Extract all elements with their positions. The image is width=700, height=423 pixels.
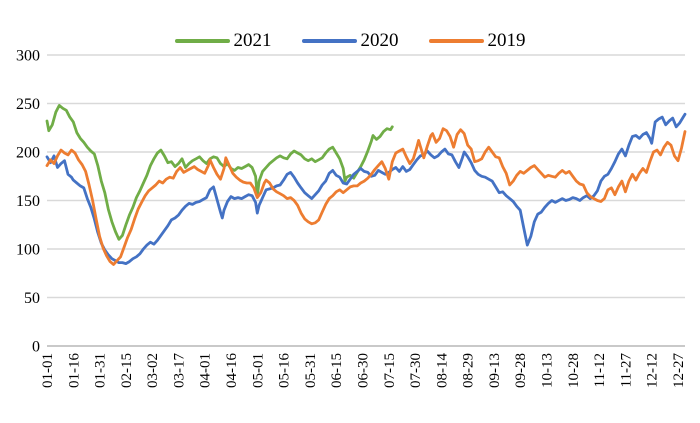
- x-axis-tick-label: 02-15: [119, 353, 135, 388]
- chart-legend: 2021 2020 2019: [0, 31, 700, 50]
- x-axis-tick-label: 10-13: [540, 353, 556, 388]
- legend-label: 2021: [233, 30, 272, 51]
- y-axis-tick-label: 0: [32, 339, 40, 356]
- x-axis-tick-label: 12-27: [671, 353, 687, 388]
- legend-item-2020: 2020: [301, 30, 399, 51]
- x-axis-tick-label: 04-01: [198, 353, 214, 388]
- series-line-2019: [45, 127, 687, 266]
- x-axis-tick-label: 05-01: [250, 353, 266, 388]
- x-axis-tick-label: 04-16: [224, 353, 240, 388]
- x-axis-tick-label: 11-12: [592, 353, 608, 387]
- x-axis-tick-label: 10-28: [566, 353, 582, 388]
- x-axis-tick-label: 01-31: [93, 353, 109, 388]
- y-axis-tick-label: 200: [16, 145, 40, 162]
- x-axis-tick-label: 08-14: [434, 353, 450, 388]
- legend-line-swatch: [428, 38, 484, 43]
- legend-label: 2019: [487, 30, 526, 51]
- series-line-2020: [45, 112, 687, 266]
- y-axis-tick-label: 150: [16, 193, 40, 210]
- y-axis-tick-label: 100: [16, 242, 40, 259]
- x-axis-tick-label: 09-28: [513, 353, 529, 388]
- x-axis-tick-label: 03-17: [171, 353, 187, 388]
- x-axis-tick-label: 07-30: [408, 353, 424, 388]
- legend-item-2021: 2021: [174, 30, 272, 51]
- y-axis-tick-label: 250: [16, 96, 40, 113]
- x-axis-tick-label: 12-12: [645, 353, 661, 388]
- x-axis-tick-label: 01-16: [66, 353, 82, 388]
- x-axis-tick-label: 05-16: [277, 353, 293, 388]
- x-axis-tick-label: 03-02: [145, 353, 161, 388]
- legend-item-2019: 2019: [428, 30, 526, 51]
- x-axis-tick-label: 11-27: [618, 353, 634, 388]
- x-axis-tick-label: 05-31: [303, 353, 319, 388]
- x-axis-tick-label: 01-01: [40, 353, 56, 388]
- x-axis-tick-label: 06-15: [329, 353, 345, 388]
- y-axis-tick-label: 300: [16, 48, 40, 65]
- legend-line-swatch: [301, 38, 357, 43]
- legend-line-swatch: [174, 38, 230, 43]
- series-line-2021: [45, 104, 394, 241]
- x-axis-tick-label: 06-30: [355, 353, 371, 388]
- x-axis-tick-label: 09-13: [487, 353, 503, 388]
- legend-label: 2020: [360, 30, 399, 51]
- x-axis-tick-label: 07-15: [382, 353, 398, 388]
- y-axis-tick-label: 50: [24, 290, 40, 307]
- x-axis-tick-label: 08-29: [461, 353, 477, 388]
